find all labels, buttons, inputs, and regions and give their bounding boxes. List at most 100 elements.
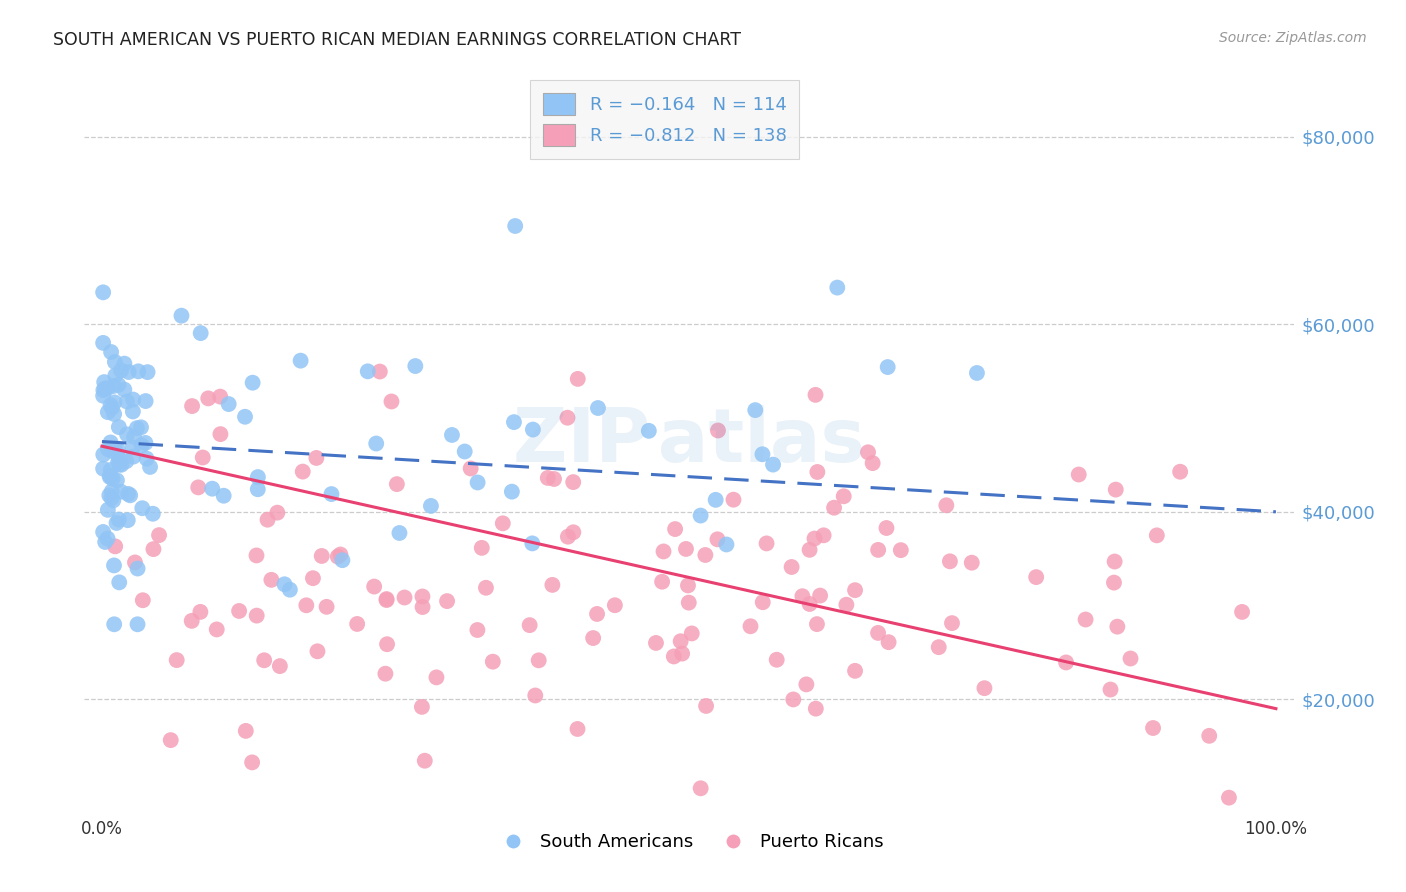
Point xyxy=(676,578,699,592)
Point xyxy=(1067,467,1090,482)
Point xyxy=(132,593,155,607)
Point xyxy=(832,489,855,503)
Point xyxy=(253,653,276,667)
Point xyxy=(471,541,494,555)
Point xyxy=(1142,721,1164,735)
Point xyxy=(1102,575,1125,590)
Point xyxy=(704,492,727,507)
Point xyxy=(273,577,295,591)
Point xyxy=(404,359,426,373)
Point xyxy=(973,681,995,695)
Point xyxy=(120,488,142,502)
Point xyxy=(105,516,128,530)
Point xyxy=(567,722,589,736)
Point xyxy=(586,401,609,415)
Point xyxy=(652,544,675,558)
Point xyxy=(346,617,368,632)
Point xyxy=(115,454,138,468)
Point xyxy=(799,542,821,557)
Point xyxy=(127,617,149,632)
Point xyxy=(91,285,114,300)
Point xyxy=(813,528,835,542)
Point xyxy=(835,598,858,612)
Point xyxy=(93,383,115,397)
Point xyxy=(305,450,328,465)
Text: ZIP atlas: ZIP atlas xyxy=(513,405,865,478)
Point xyxy=(212,489,235,503)
Point xyxy=(110,484,132,499)
Point xyxy=(256,513,278,527)
Point xyxy=(134,436,156,450)
Point xyxy=(804,388,827,402)
Point xyxy=(115,427,138,442)
Point xyxy=(103,407,125,421)
Point xyxy=(209,390,232,404)
Point xyxy=(295,599,318,613)
Point xyxy=(671,647,693,661)
Point xyxy=(218,397,240,411)
Point xyxy=(669,634,692,648)
Point xyxy=(100,345,122,359)
Point xyxy=(291,465,314,479)
Point xyxy=(246,482,269,496)
Point xyxy=(329,548,352,562)
Point xyxy=(695,548,717,562)
Point xyxy=(131,501,153,516)
Point xyxy=(127,561,149,575)
Point xyxy=(875,521,897,535)
Point xyxy=(689,508,711,523)
Point xyxy=(375,592,398,607)
Point xyxy=(419,499,441,513)
Point xyxy=(107,378,129,392)
Point xyxy=(135,394,157,409)
Point xyxy=(645,636,668,650)
Point xyxy=(537,471,560,485)
Point xyxy=(475,581,498,595)
Point xyxy=(235,723,257,738)
Point xyxy=(112,357,135,371)
Point xyxy=(751,595,773,609)
Point xyxy=(806,465,828,479)
Point xyxy=(492,516,515,531)
Point xyxy=(877,635,900,649)
Point xyxy=(269,659,291,673)
Point xyxy=(246,470,269,484)
Point xyxy=(93,375,115,389)
Point xyxy=(246,608,269,623)
Point xyxy=(928,640,950,655)
Point xyxy=(1104,555,1126,569)
Point xyxy=(467,475,489,490)
Point xyxy=(1054,656,1077,670)
Point xyxy=(321,487,343,501)
Point xyxy=(375,593,398,607)
Point xyxy=(436,594,458,608)
Point xyxy=(1099,682,1122,697)
Point xyxy=(107,455,129,469)
Point xyxy=(307,644,329,658)
Point xyxy=(844,664,866,678)
Point xyxy=(681,626,703,640)
Point xyxy=(98,488,121,502)
Point xyxy=(567,372,589,386)
Point xyxy=(1198,729,1220,743)
Point xyxy=(1107,620,1129,634)
Point xyxy=(181,399,204,413)
Point xyxy=(740,619,762,633)
Point xyxy=(1146,528,1168,542)
Point xyxy=(118,365,141,379)
Point xyxy=(104,355,127,369)
Point xyxy=(582,631,605,645)
Point xyxy=(103,617,125,632)
Point xyxy=(97,405,120,419)
Point xyxy=(117,513,139,527)
Point xyxy=(242,376,264,390)
Point xyxy=(716,537,738,551)
Point xyxy=(1105,483,1128,497)
Point xyxy=(197,392,219,406)
Point xyxy=(503,415,526,429)
Point xyxy=(100,435,122,450)
Point xyxy=(803,532,825,546)
Point xyxy=(675,541,697,556)
Point xyxy=(868,626,890,640)
Point xyxy=(844,583,866,598)
